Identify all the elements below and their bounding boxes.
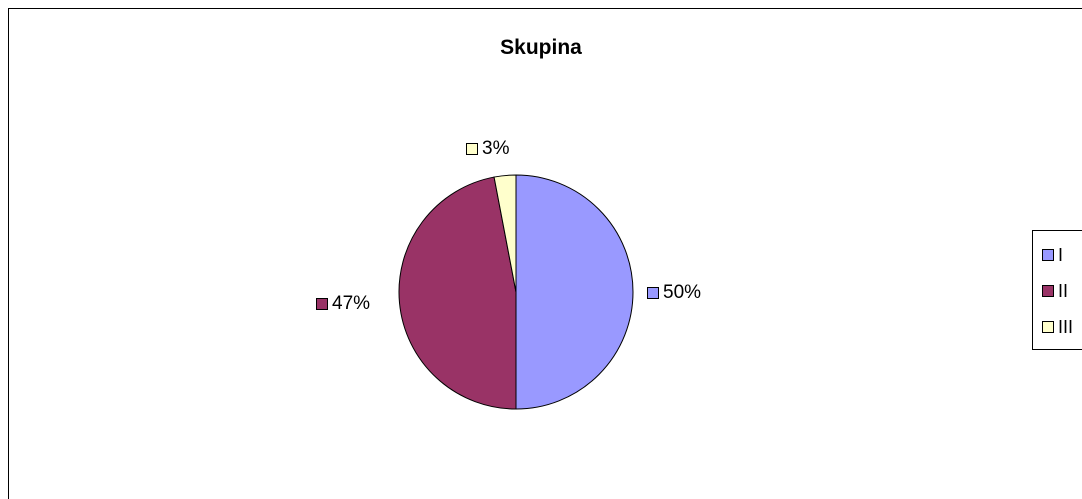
legend-item-i: I bbox=[1033, 243, 1063, 267]
legend: I II III bbox=[1032, 230, 1082, 350]
data-label-swatch-ii bbox=[316, 298, 328, 310]
data-label-iii: 3% bbox=[466, 138, 509, 160]
data-label-text-ii: 47% bbox=[332, 293, 371, 314]
legend-label-ii: II bbox=[1058, 280, 1069, 301]
data-label-swatch-iii bbox=[466, 143, 478, 155]
data-label-text-iii: 3% bbox=[482, 138, 510, 159]
legend-swatch-iii bbox=[1042, 321, 1054, 333]
pie-slice-i bbox=[515, 174, 634, 410]
legend-swatch-ii bbox=[1042, 285, 1054, 297]
data-label-text-i: 50% bbox=[663, 282, 702, 303]
pie-slice-iii bbox=[493, 174, 517, 293]
data-label-i: 50% bbox=[647, 282, 701, 304]
legend-item-ii: II bbox=[1033, 279, 1068, 303]
data-label-ii: 47% bbox=[316, 293, 370, 315]
legend-label-iii: III bbox=[1058, 316, 1074, 337]
chart-title: Skupina bbox=[500, 36, 582, 59]
pie-slice-ii bbox=[398, 176, 517, 410]
data-label-swatch-i bbox=[647, 287, 659, 299]
legend-item-iii: III bbox=[1033, 315, 1073, 339]
legend-swatch-i bbox=[1042, 249, 1054, 261]
legend-label-i: I bbox=[1058, 244, 1064, 265]
